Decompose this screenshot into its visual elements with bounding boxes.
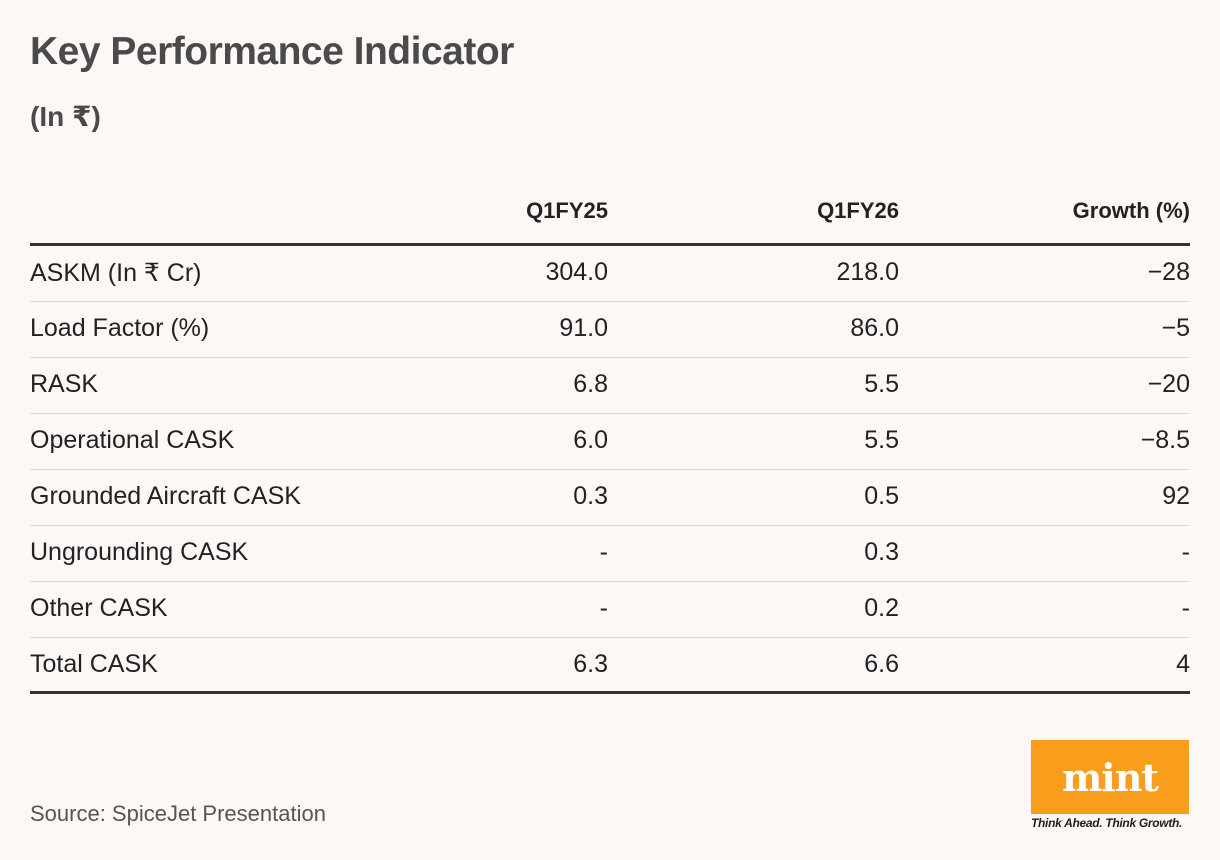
row-label: ASKM (In ₹ Cr) <box>30 259 202 287</box>
table-row: Grounded Aircraft CASK 0.3 0.5 92 <box>30 470 1190 526</box>
table-row: Total CASK 6.3 6.6 4 <box>30 638 1190 694</box>
cell-growth: - <box>1181 594 1190 622</box>
cell-growth: −5 <box>1161 314 1190 342</box>
column-header-growth: Growth (%) <box>1072 198 1190 223</box>
column-header-q1fy25: Q1FY25 <box>526 198 608 223</box>
cell-growth: −20 <box>1147 370 1190 398</box>
table-row: Other CASK - 0.2 - <box>30 582 1190 638</box>
cell-q1fy25: - <box>599 594 608 622</box>
cell-q1fy25: 6.3 <box>573 650 608 678</box>
cell-q1fy25: 6.0 <box>573 426 608 454</box>
cell-q1fy26: 0.2 <box>864 594 899 622</box>
cell-q1fy25: 6.8 <box>573 370 608 398</box>
kpi-table: Q1FY25 Q1FY26 Growth (%) ASKM (In ₹ Cr) … <box>30 190 1190 694</box>
cell-q1fy26: 0.5 <box>864 482 899 510</box>
column-header-q1fy26: Q1FY26 <box>817 198 899 223</box>
cell-growth: −28 <box>1147 258 1190 286</box>
cell-q1fy25: 304.0 <box>545 258 608 286</box>
source-note: Source: SpiceJet Presentation <box>30 801 326 826</box>
cell-growth: 92 <box>1162 482 1190 510</box>
cell-q1fy26: 0.3 <box>864 538 899 566</box>
table-row: Operational CASK 6.0 5.5 −8.5 <box>30 414 1190 470</box>
cell-q1fy26: 218.0 <box>836 258 899 286</box>
table-header-row: Q1FY25 Q1FY26 Growth (%) <box>30 190 1190 246</box>
row-label: Grounded Aircraft CASK <box>30 482 301 510</box>
row-label: RASK <box>30 370 99 398</box>
row-label: Total CASK <box>30 650 158 678</box>
table-row: ASKM (In ₹ Cr) 304.0 218.0 −28 <box>30 246 1190 302</box>
cell-q1fy26: 5.5 <box>864 426 899 454</box>
cell-q1fy25: 91.0 <box>559 314 608 342</box>
row-label: Operational CASK <box>30 426 235 454</box>
page-subtitle: (In ₹) <box>30 101 101 132</box>
row-label: Load Factor (%) <box>30 314 210 342</box>
table-row: Load Factor (%) 91.0 86.0 −5 <box>30 302 1190 358</box>
cell-growth: −8.5 <box>1140 426 1190 454</box>
cell-growth: 4 <box>1176 650 1190 678</box>
mint-logo-text: mint <box>1062 754 1159 800</box>
cell-growth: - <box>1181 538 1190 566</box>
cell-q1fy25: 0.3 <box>573 482 608 510</box>
mint-logo: mint <box>1031 740 1189 814</box>
cell-q1fy26: 86.0 <box>850 314 899 342</box>
table-row: RASK 6.8 5.5 −20 <box>30 358 1190 414</box>
mint-tagline: Think Ahead. Think Growth. <box>1031 816 1183 830</box>
table-row: Ungrounding CASK - 0.3 - <box>30 526 1190 582</box>
row-label: Other CASK <box>30 594 168 622</box>
row-label: Ungrounding CASK <box>30 538 249 566</box>
page-title: Key Performance Indicator <box>30 30 514 73</box>
cell-q1fy26: 6.6 <box>864 650 899 678</box>
cell-q1fy26: 5.5 <box>864 370 899 398</box>
cell-q1fy25: - <box>599 538 608 566</box>
